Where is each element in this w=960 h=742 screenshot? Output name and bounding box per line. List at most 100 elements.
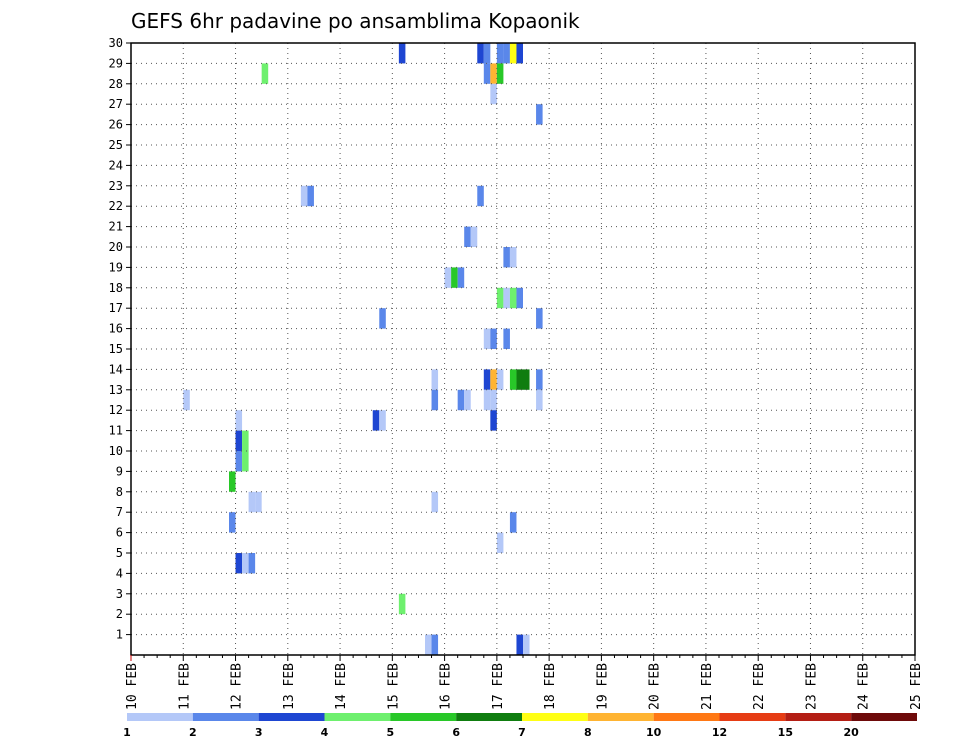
y-tick-label: 7 (116, 505, 123, 519)
heatmap-cell (496, 63, 504, 84)
grid-lines (131, 43, 915, 655)
colorbar-label: 12 (712, 726, 727, 739)
heatmap-cell (523, 369, 530, 390)
x-tick-label: 10 FEB (125, 663, 140, 710)
heatmap-cell (496, 369, 504, 390)
heatmap-cell (229, 512, 236, 533)
y-tick-label: 14 (109, 362, 123, 376)
heatmap-cell (483, 328, 491, 349)
colorbar-swatch (785, 713, 852, 721)
heatmap-cell (509, 43, 517, 64)
heatmap-cell (235, 410, 243, 431)
colorbar-label: 15 (778, 726, 793, 739)
heatmap-cell (444, 267, 452, 288)
x-tick-label: 23 FEB (804, 663, 819, 710)
heatmap-cell (398, 43, 406, 64)
heatmap-cell (242, 430, 249, 451)
x-axis: 10 FEB 11 FEB 12 FEB 13 FEB 14 FEB 15 FEB 16 F… (125, 655, 924, 710)
heatmap-cell (536, 308, 543, 329)
x-tick-label: 25 FEB (909, 663, 924, 710)
heatmap-cell (457, 389, 465, 411)
heatmap-cell (490, 369, 497, 390)
y-tick-label: 23 (109, 179, 123, 193)
heatmap-cell (431, 634, 439, 655)
heatmap-cell (516, 634, 523, 655)
heatmap-cell (431, 369, 439, 390)
heatmap-cell (248, 553, 256, 574)
heatmap-cell (503, 287, 510, 309)
heatmap-cell (255, 491, 262, 513)
heatmap-cell (477, 185, 484, 207)
y-tick-label: 25 (109, 138, 123, 152)
y-tick-label: 8 (116, 485, 123, 499)
x-tick-label: 14 FEB (334, 663, 349, 710)
x-tick-label: 11 FEB (177, 663, 192, 710)
colorbar-label: 6 (452, 726, 460, 739)
colorbar-swatch (324, 713, 391, 721)
y-tick-label: 19 (109, 260, 123, 274)
heatmap-cell (248, 491, 256, 513)
y-tick-label: 24 (109, 158, 123, 172)
heatmap-cell (490, 389, 497, 411)
y-tick-label: 28 (109, 77, 123, 91)
x-tick-label: 16 FEB (439, 663, 454, 710)
x-tick-label: 19 FEB (595, 663, 610, 710)
heatmap-cell (477, 43, 484, 64)
colorbar-swatch (851, 713, 917, 721)
chart-title: GEFS 6hr padavine po ansamblima Kopaonik (131, 9, 580, 33)
y-tick-label: 10 (109, 444, 123, 458)
y-tick-label: 30 (109, 36, 123, 50)
x-tick-label: 20 FEB (648, 663, 663, 710)
colorbar-swatch (258, 713, 325, 721)
heatmap-cell (483, 389, 491, 411)
x-tick-label: 15 FEB (386, 663, 401, 710)
heatmap-cell (235, 451, 243, 472)
heatmap-cell (229, 471, 236, 492)
heatmap-cell (509, 512, 517, 533)
colorbar-label: 2 (189, 726, 197, 739)
y-tick-label: 4 (116, 566, 123, 580)
heatmap-cell (183, 389, 190, 411)
heatmap-cell (261, 63, 269, 84)
heatmap-cell (536, 389, 543, 411)
colorbar-label: 4 (321, 726, 329, 739)
heatmap-cell (235, 553, 243, 574)
heatmap-cell (503, 247, 510, 268)
colorbar: 1 2 3 4 5 6 7 8 10 12 15 20 (123, 713, 917, 739)
colorbar-swatch (587, 713, 654, 721)
y-tick-label: 27 (109, 97, 123, 111)
y-tick-label: 22 (109, 199, 123, 213)
heatmap-cells (183, 43, 543, 655)
heatmap-cell (483, 43, 491, 64)
heatmap-cell (509, 369, 517, 390)
heatmap-cell (451, 267, 458, 288)
y-tick-label: 26 (109, 118, 123, 132)
heatmap-cell (490, 328, 497, 349)
colorbar-swatch (653, 713, 720, 721)
colorbar-swatch (127, 713, 193, 721)
heatmap-cell (242, 553, 249, 574)
heatmap-cell (509, 247, 517, 268)
y-axis: 1234567891011121314151617181920212223242… (109, 36, 131, 642)
heatmap-cell (509, 287, 517, 309)
y-tick-label: 20 (109, 240, 123, 254)
heatmap-cell (464, 389, 471, 411)
x-tick-label: 21 FEB (700, 663, 715, 710)
x-tick-label: 13 FEB (282, 663, 297, 710)
heatmap-cell (470, 226, 478, 247)
heatmap-cell (536, 104, 543, 125)
y-tick-label: 9 (116, 464, 123, 478)
y-tick-label: 18 (109, 281, 123, 295)
y-tick-label: 2 (116, 607, 123, 621)
heatmap-cell (483, 369, 491, 390)
x-tick-label: 17 FEB (491, 663, 506, 710)
y-tick-label: 3 (116, 587, 123, 601)
colorbar-swatch (522, 713, 588, 721)
y-tick-label: 13 (109, 383, 123, 397)
colorbar-label: 5 (387, 726, 395, 739)
heatmap-cell (516, 287, 523, 309)
heatmap-cell (300, 185, 308, 207)
colorbar-label: 8 (584, 726, 592, 739)
colorbar-label: 3 (255, 726, 263, 739)
y-tick-label: 17 (109, 301, 123, 315)
